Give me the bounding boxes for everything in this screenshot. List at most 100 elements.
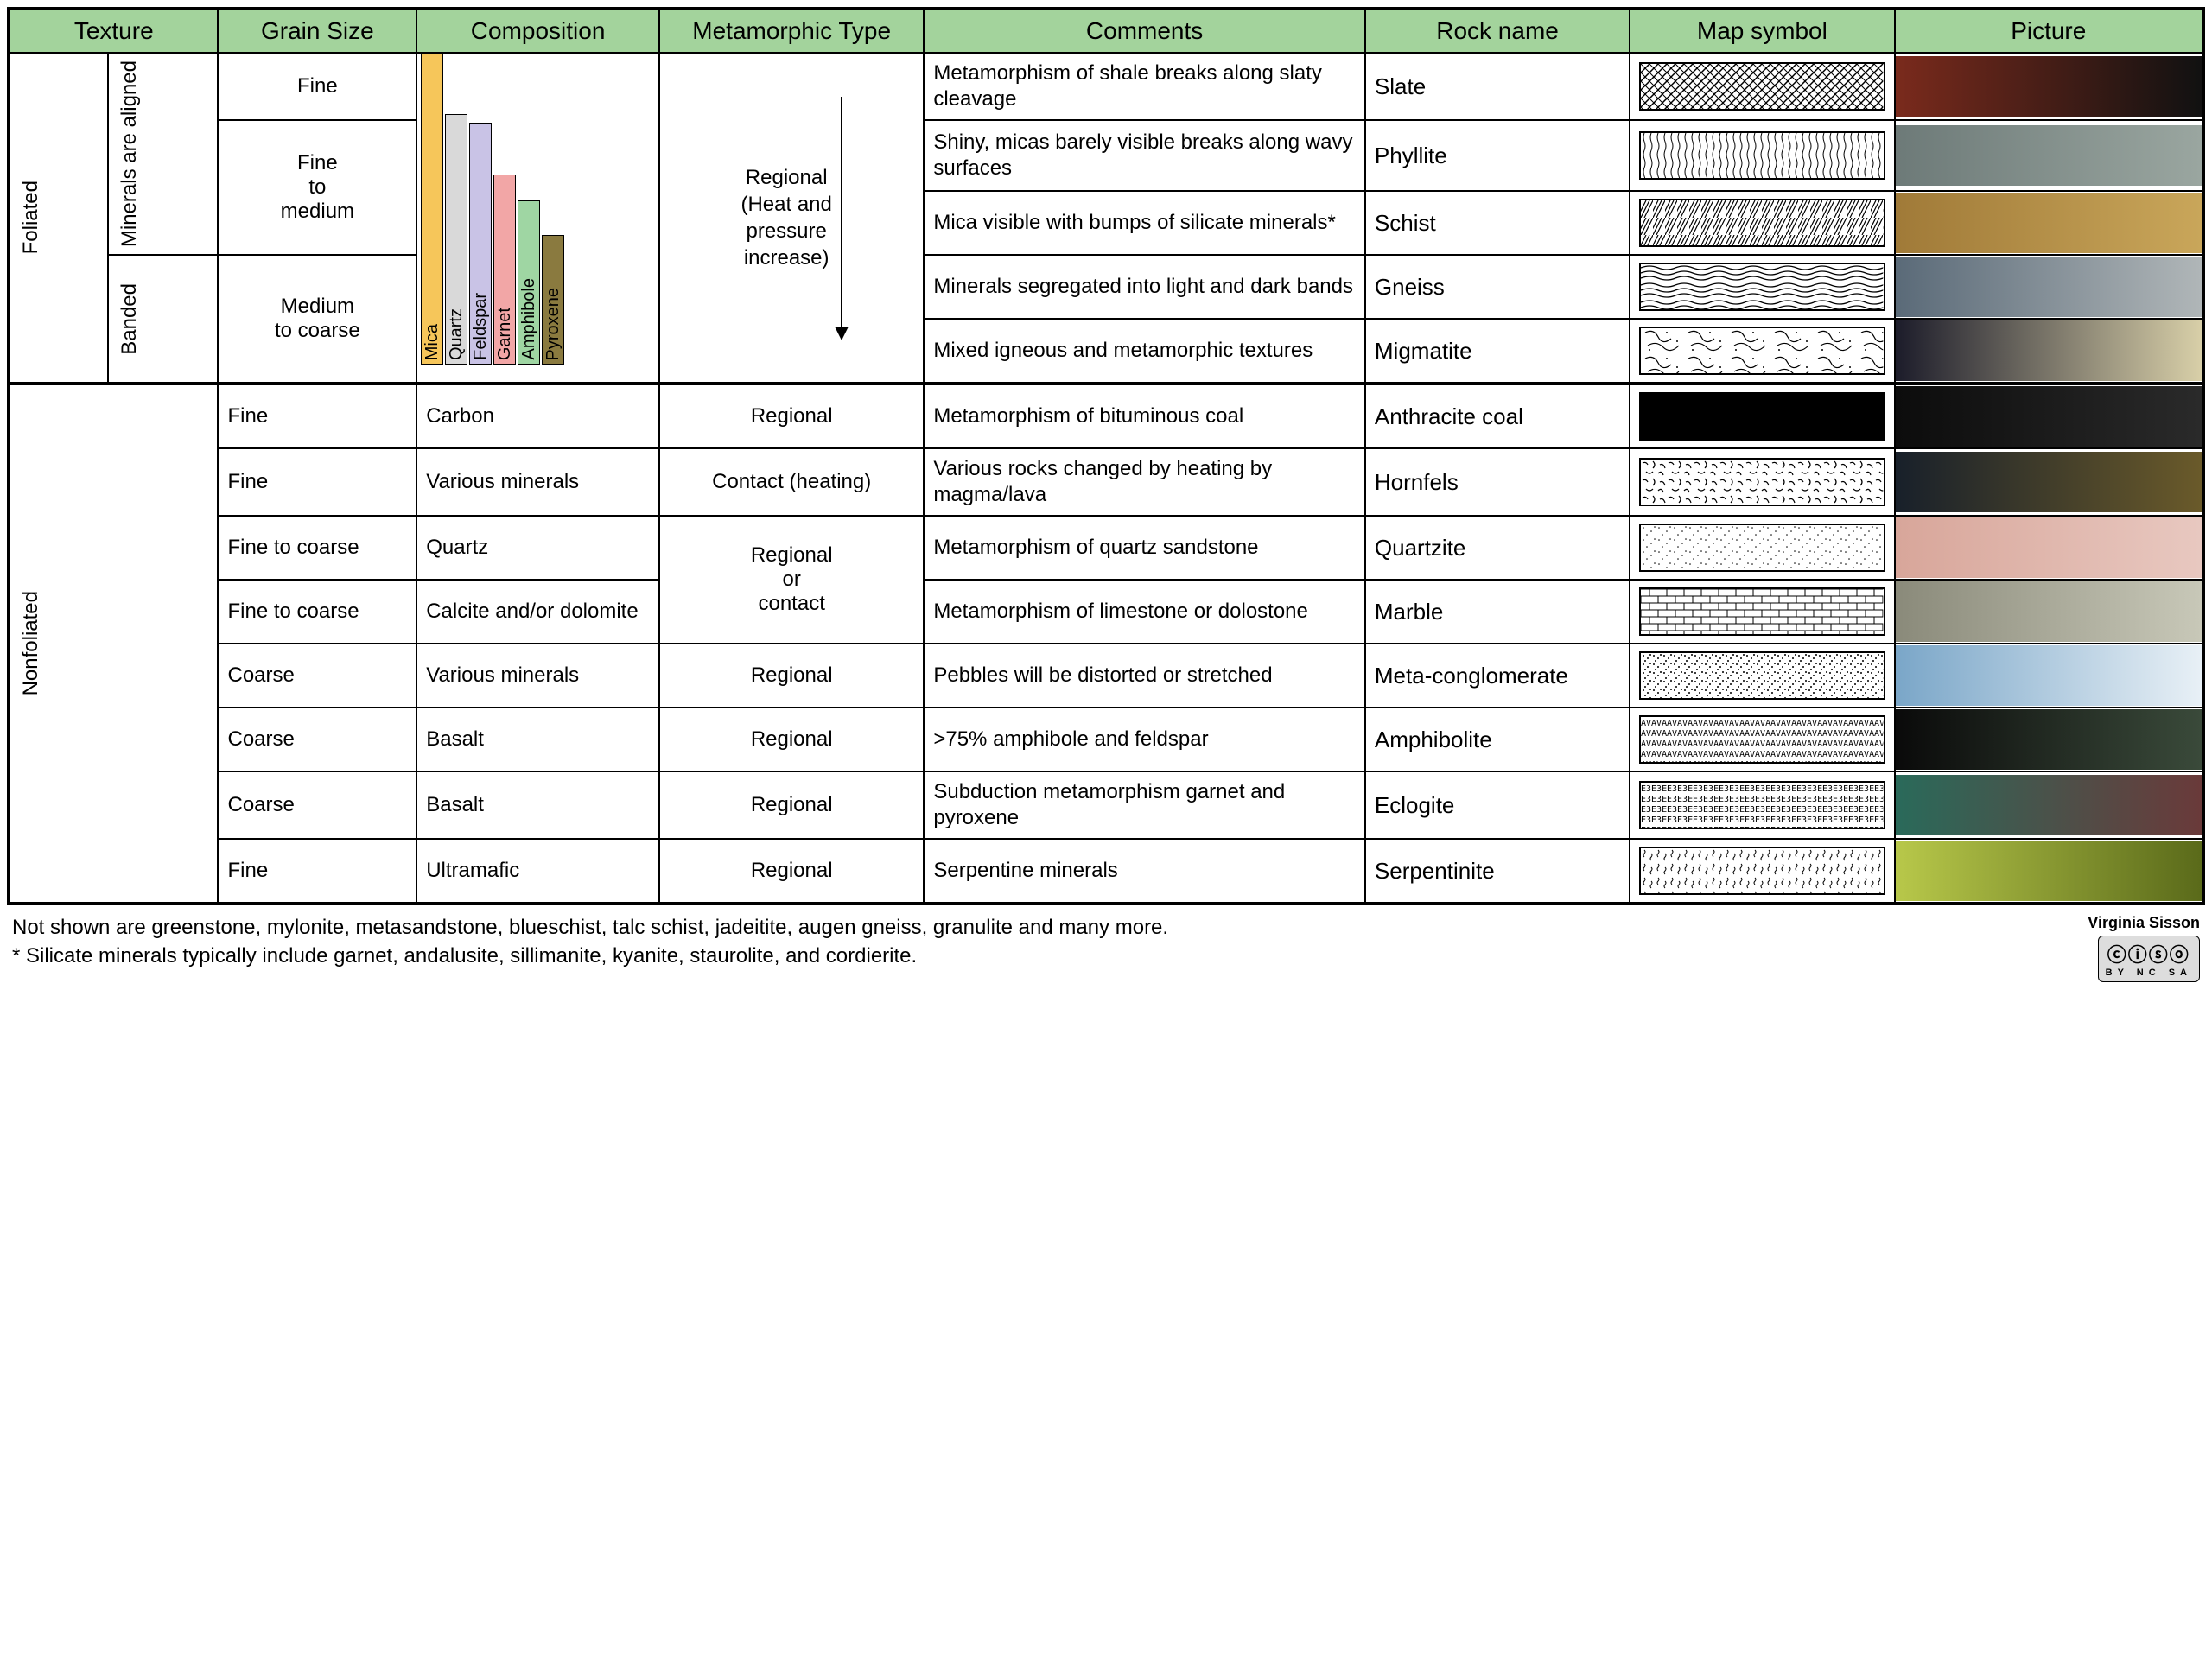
mineral-bar-garnet: Garnet xyxy=(493,175,516,365)
cc-license-badge: ⓒⓘⓢⓞ BY NC SA xyxy=(2098,936,2200,982)
mineral-bar-pyroxene: Pyroxene xyxy=(542,235,564,365)
row-amphibolite: CoarseBasaltRegional>75% amphibole and f… xyxy=(9,708,2203,771)
symbol-marble xyxy=(1630,580,1894,644)
symbol-slate xyxy=(1630,53,1894,120)
pic-amphibolite xyxy=(1895,708,2203,771)
footer-line1: Not shown are greenstone, mylonite, meta… xyxy=(12,914,1168,942)
pic-meta-conglomerate xyxy=(1895,644,2203,708)
grain-slate: Fine xyxy=(218,53,416,120)
rock-eclogite: Eclogite xyxy=(1365,771,1630,839)
texture-aligned: Minerals are aligned xyxy=(108,53,219,255)
comment-phyllite: Shiny, micas barely visible breaks along… xyxy=(924,120,1365,191)
mtype-serpentinite: Regional xyxy=(659,839,924,904)
grain-quartzite: Fine to coarse xyxy=(218,516,416,580)
rock-hornfels: Hornfels xyxy=(1365,448,1630,516)
rock-marble: Marble xyxy=(1365,580,1630,644)
grain-hornfels: Fine xyxy=(218,448,416,516)
comment-gneiss: Minerals segregated into light and dark … xyxy=(924,255,1365,319)
grain-meta-conglomerate: Coarse xyxy=(218,644,416,708)
composition-anthracite-coal: Carbon xyxy=(416,384,659,448)
symbol-hornfels xyxy=(1630,448,1894,516)
symbol-anthracite-coal xyxy=(1630,384,1894,448)
symbol-amphibolite xyxy=(1630,708,1894,771)
grain-phyllite-schist: Finetomedium xyxy=(218,120,416,255)
rock-migmatite: Migmatite xyxy=(1365,319,1630,384)
mineral-bar-feldspar: Feldspar xyxy=(469,123,492,365)
pic-hornfels xyxy=(1895,448,2203,516)
rock-phyllite: Phyllite xyxy=(1365,120,1630,191)
th-comments: Comments xyxy=(924,9,1365,53)
row-phyllite: FinetomediumShiny, micas barely visible … xyxy=(9,120,2203,191)
texture-foliated: Foliated xyxy=(9,53,108,384)
footer: Not shown are greenstone, mylonite, meta… xyxy=(7,905,2205,982)
metamorphic-rock-table: Texture Grain Size Composition Metamorph… xyxy=(7,7,2205,905)
symbol-eclogite xyxy=(1630,771,1894,839)
comment-meta-conglomerate: Pebbles will be distorted or stretched xyxy=(924,644,1365,708)
cc-icons: ⓒⓘⓢⓞ xyxy=(2107,940,2190,968)
row-meta-conglomerate: CoarseVarious mineralsRegionalPebbles wi… xyxy=(9,644,2203,708)
comment-anthracite-coal: Metamorphism of bituminous coal xyxy=(924,384,1365,448)
comment-schist: Mica visible with bumps of silicate mine… xyxy=(924,191,1365,255)
mtype-regional-or-contact: Regionalorcontact xyxy=(659,516,924,644)
footer-credit-block: Virginia Sisson ⓒⓘⓢⓞ BY NC SA xyxy=(2088,914,2200,982)
composition-quartzite: Quartz xyxy=(416,516,659,580)
rock-schist: Schist xyxy=(1365,191,1630,255)
pic-migmatite xyxy=(1895,319,2203,384)
footer-line2: * Silicate minerals typically include ga… xyxy=(12,942,1168,970)
pressure-increase-arrow xyxy=(841,97,842,339)
cc-labels: BY NC SA xyxy=(2106,968,2192,978)
comment-eclogite: Subduction metamorphism garnet and pyrox… xyxy=(924,771,1365,839)
th-composition: Composition xyxy=(416,9,659,53)
row-gneiss: BandedMediumto coarseMinerals segregated… xyxy=(9,255,2203,319)
th-mtype: Metamorphic Type xyxy=(659,9,924,53)
mtype-eclogite: Regional xyxy=(659,771,924,839)
grain-serpentinite: Fine xyxy=(218,839,416,904)
row-eclogite: CoarseBasaltRegionalSubduction metamorph… xyxy=(9,771,2203,839)
composition-eclogite: Basalt xyxy=(416,771,659,839)
comment-quartzite: Metamorphism of quartz sandstone xyxy=(924,516,1365,580)
symbol-schist xyxy=(1630,191,1894,255)
regional-metamorphism-block: Regional(Heat andpressureincrease) xyxy=(669,97,914,339)
comment-slate: Metamorphism of shale breaks along slaty… xyxy=(924,53,1365,120)
symbol-migmatite xyxy=(1630,319,1894,384)
symbol-gneiss xyxy=(1630,255,1894,319)
row-hornfels: FineVarious mineralsContact (heating)Var… xyxy=(9,448,2203,516)
comment-migmatite: Mixed igneous and metamorphic textures xyxy=(924,319,1365,384)
pic-eclogite xyxy=(1895,771,2203,839)
symbol-serpentinite xyxy=(1630,839,1894,904)
rock-quartzite: Quartzite xyxy=(1365,516,1630,580)
rock-meta-conglomerate: Meta-conglomerate xyxy=(1365,644,1630,708)
th-picture: Picture xyxy=(1895,9,2203,53)
rock-gneiss: Gneiss xyxy=(1365,255,1630,319)
composition-serpentinite: Ultramafic xyxy=(416,839,659,904)
th-grain: Grain Size xyxy=(218,9,416,53)
pic-gneiss xyxy=(1895,255,2203,319)
row-slate: FoliatedMinerals are alignedFineMicaQuar… xyxy=(9,53,2203,120)
composition-marble: Calcite and/or dolomite xyxy=(416,580,659,644)
pic-anthracite-coal xyxy=(1895,384,2203,448)
composition-hornfels: Various minerals xyxy=(416,448,659,516)
regional-label: Regional(Heat andpressureincrease) xyxy=(741,164,831,272)
comment-hornfels: Various rocks changed by heating by magm… xyxy=(924,448,1365,516)
symbol-phyllite xyxy=(1630,120,1894,191)
grain-eclogite: Coarse xyxy=(218,771,416,839)
comment-amphibolite: >75% amphibole and feldspar xyxy=(924,708,1365,771)
pic-marble xyxy=(1895,580,2203,644)
grain-anthracite-coal: Fine xyxy=(218,384,416,448)
th-texture: Texture xyxy=(9,9,218,53)
comment-marble: Metamorphism of limestone or dolostone xyxy=(924,580,1365,644)
mtype-anthracite-coal: Regional xyxy=(659,384,924,448)
texture-banded: Banded xyxy=(108,255,219,384)
row-marble: Fine to coarseCalcite and/or dolomite Met… xyxy=(9,580,2203,644)
pic-serpentinite xyxy=(1895,839,2203,904)
mtype-meta-conglomerate: Regional xyxy=(659,644,924,708)
mineral-bar-mica: Mica xyxy=(421,54,443,365)
composition-meta-conglomerate: Various minerals xyxy=(416,644,659,708)
grain-amphibolite: Coarse xyxy=(218,708,416,771)
mtype-regional-foliated: Regional(Heat andpressureincrease) xyxy=(659,53,924,384)
row-serpentinite: FineUltramaficRegionalSerpentine mineral… xyxy=(9,839,2203,904)
mtype-amphibolite: Regional xyxy=(659,708,924,771)
grain-marble: Fine to coarse xyxy=(218,580,416,644)
rock-serpentinite: Serpentinite xyxy=(1365,839,1630,904)
mtype-hornfels: Contact (heating) xyxy=(659,448,924,516)
